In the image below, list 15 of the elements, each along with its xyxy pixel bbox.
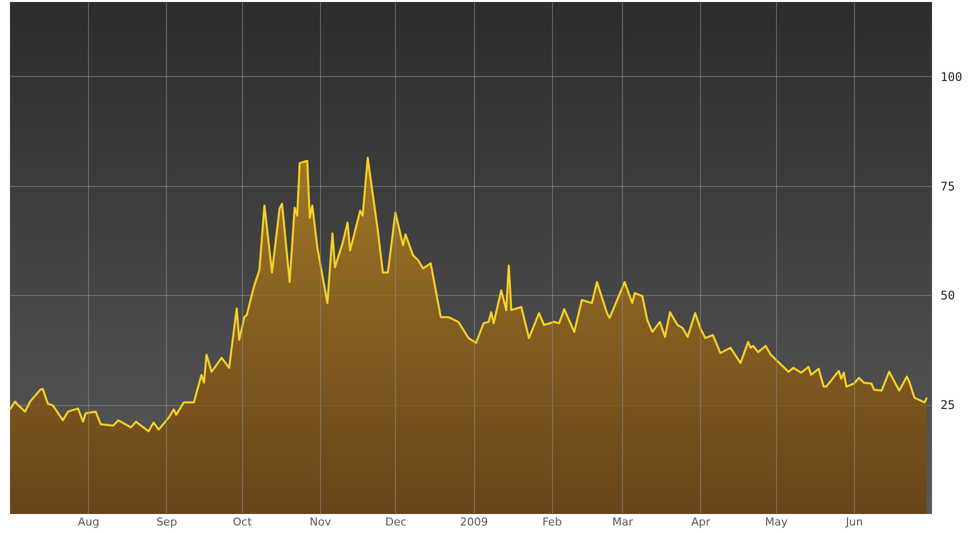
x-tick-label: Oct: [232, 516, 252, 528]
x-tick-label: Aug: [78, 516, 100, 528]
x-tick-label: Nov: [310, 516, 332, 528]
x-tick-label: Mar: [612, 516, 634, 528]
x-tick-label: Feb: [542, 516, 562, 528]
x-tick-label: Apr: [691, 516, 711, 528]
x-tick-label: 2009: [460, 516, 488, 528]
y-tick-label: 25: [940, 398, 955, 412]
y-tick-label: 50: [940, 288, 955, 303]
x-tick-label: Dec: [385, 516, 407, 528]
y-tick-label: 100: [940, 70, 962, 84]
x-tick-label: Jun: [844, 516, 864, 528]
x-tick-label: Sep: [156, 516, 178, 528]
y-tick-label: 75: [940, 179, 955, 194]
x-tick-label: May: [764, 516, 788, 528]
